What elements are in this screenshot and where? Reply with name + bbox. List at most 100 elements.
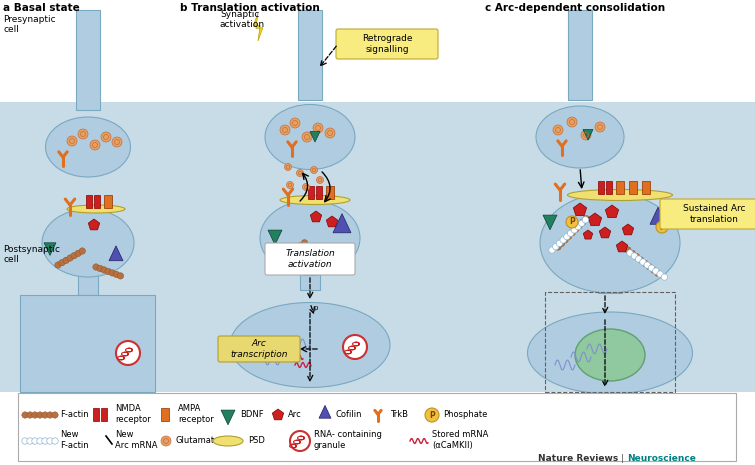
Text: Cofilin: Cofilin xyxy=(335,410,362,418)
Circle shape xyxy=(555,244,561,250)
Circle shape xyxy=(627,250,633,256)
Circle shape xyxy=(629,250,636,257)
Bar xyxy=(101,408,107,421)
Circle shape xyxy=(583,215,590,222)
Circle shape xyxy=(581,130,591,140)
Ellipse shape xyxy=(45,117,131,177)
Text: Arc
transcription: Arc transcription xyxy=(230,339,288,359)
Circle shape xyxy=(631,253,637,259)
Polygon shape xyxy=(583,129,593,140)
Text: P: P xyxy=(659,222,665,232)
Circle shape xyxy=(93,264,99,270)
Text: Glutamate: Glutamate xyxy=(175,436,220,445)
Circle shape xyxy=(297,242,304,249)
Bar xyxy=(94,195,100,208)
Polygon shape xyxy=(584,230,593,239)
Circle shape xyxy=(569,230,575,236)
Ellipse shape xyxy=(528,312,692,394)
Polygon shape xyxy=(253,13,263,41)
Circle shape xyxy=(109,270,116,276)
Bar xyxy=(161,408,169,421)
Circle shape xyxy=(75,250,82,257)
Circle shape xyxy=(303,184,310,191)
Circle shape xyxy=(657,271,664,277)
Circle shape xyxy=(564,233,570,240)
Circle shape xyxy=(310,166,318,173)
Circle shape xyxy=(644,262,650,268)
Circle shape xyxy=(576,223,582,229)
Polygon shape xyxy=(273,409,284,420)
Circle shape xyxy=(37,438,43,444)
Bar xyxy=(20,295,155,392)
Bar xyxy=(93,408,99,421)
Bar xyxy=(326,186,334,199)
Bar xyxy=(598,181,604,194)
Circle shape xyxy=(42,412,48,418)
Circle shape xyxy=(567,117,577,127)
Bar xyxy=(78,245,98,295)
Ellipse shape xyxy=(536,106,624,168)
Circle shape xyxy=(293,246,300,252)
Circle shape xyxy=(105,268,112,275)
Circle shape xyxy=(302,132,312,142)
Circle shape xyxy=(26,438,33,444)
Polygon shape xyxy=(310,132,320,142)
Bar xyxy=(642,181,650,194)
Text: Nature Reviews: Nature Reviews xyxy=(538,454,618,463)
Circle shape xyxy=(277,257,283,263)
Ellipse shape xyxy=(42,209,134,277)
Circle shape xyxy=(67,255,73,261)
Circle shape xyxy=(343,335,367,359)
Ellipse shape xyxy=(568,190,673,200)
Text: PSD: PSD xyxy=(248,436,265,445)
Circle shape xyxy=(562,237,569,243)
Text: Phosphate: Phosphate xyxy=(443,410,488,418)
Bar xyxy=(629,181,637,194)
Ellipse shape xyxy=(280,195,350,205)
Ellipse shape xyxy=(265,105,355,170)
Text: Synaptic
activation: Synaptic activation xyxy=(220,10,265,29)
Circle shape xyxy=(67,136,77,146)
Text: P: P xyxy=(569,218,575,226)
Bar xyxy=(86,195,92,208)
Circle shape xyxy=(572,226,579,232)
Text: P: P xyxy=(429,411,435,419)
Text: |: | xyxy=(621,454,624,463)
Circle shape xyxy=(32,412,39,418)
Polygon shape xyxy=(44,243,56,255)
Polygon shape xyxy=(319,405,331,418)
Bar xyxy=(104,195,112,208)
Circle shape xyxy=(286,181,294,188)
Circle shape xyxy=(595,122,605,132)
Polygon shape xyxy=(606,205,618,218)
Circle shape xyxy=(567,230,574,237)
Polygon shape xyxy=(573,203,587,216)
Circle shape xyxy=(553,244,559,250)
Circle shape xyxy=(556,240,562,246)
Circle shape xyxy=(625,247,631,253)
Circle shape xyxy=(321,259,328,265)
Circle shape xyxy=(55,262,61,268)
Circle shape xyxy=(280,125,290,135)
Bar xyxy=(0,102,755,392)
Ellipse shape xyxy=(575,329,645,381)
Polygon shape xyxy=(599,227,611,238)
Circle shape xyxy=(317,257,323,263)
Circle shape xyxy=(26,412,33,418)
Circle shape xyxy=(582,217,589,223)
Circle shape xyxy=(636,256,642,262)
Circle shape xyxy=(559,240,565,246)
Bar xyxy=(76,10,100,110)
Circle shape xyxy=(649,265,655,271)
Text: p: p xyxy=(313,305,317,311)
Circle shape xyxy=(112,137,122,147)
Circle shape xyxy=(639,259,646,265)
Polygon shape xyxy=(326,216,337,227)
Circle shape xyxy=(290,118,300,128)
Circle shape xyxy=(52,412,58,418)
Text: Retrograde
signalling: Retrograde signalling xyxy=(362,34,412,53)
Bar xyxy=(545,292,675,392)
Circle shape xyxy=(638,257,644,263)
Bar xyxy=(18,393,736,461)
Polygon shape xyxy=(88,219,100,230)
